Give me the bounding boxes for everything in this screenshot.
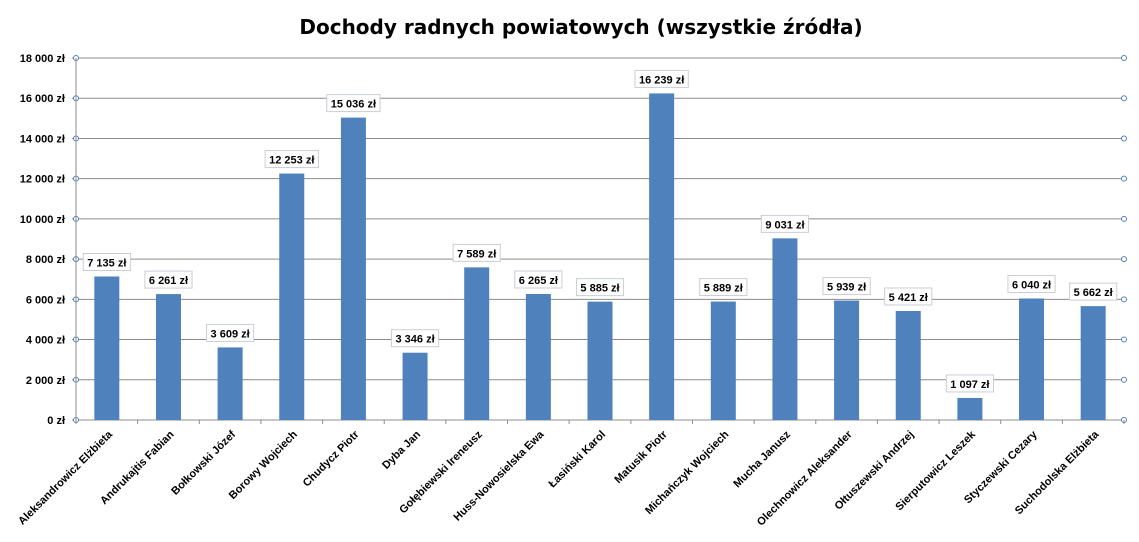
data-label: 7 589 zł (457, 248, 496, 260)
data-label-box (206, 323, 255, 342)
data-label-box (390, 329, 440, 348)
data-label: 15 036 zł (331, 99, 376, 111)
data-label-box (634, 69, 689, 88)
data-label-box (699, 278, 748, 297)
data-label: 9 031 zł (765, 219, 804, 231)
bar (217, 347, 243, 420)
data-label-box (884, 287, 933, 306)
bar (155, 294, 181, 420)
data-label: 3 346 zł (395, 334, 434, 346)
data-label: 16 239 zł (639, 74, 684, 86)
data-label: 5 939 zł (827, 282, 866, 294)
bar (1019, 298, 1045, 420)
data-label-box (82, 253, 131, 272)
bar (957, 397, 983, 420)
x-category-label: Borowy Wojciech (227, 428, 300, 501)
data-label-box (1069, 282, 1118, 301)
data-label-box (144, 270, 193, 289)
data-label: 6 040 zł (1012, 280, 1051, 292)
bar (834, 300, 860, 420)
y-tick-label: 16 000 zł (20, 93, 65, 105)
x-category-label: Mucha Janusz (731, 428, 793, 490)
gridline-right-marker (1121, 175, 1127, 182)
data-label-box (452, 243, 501, 262)
data-label: 1 097 zł (950, 379, 989, 391)
data-label: 12 253 zł (269, 155, 314, 167)
data-label: 5 662 zł (1074, 287, 1113, 299)
gridline-right-marker (1121, 55, 1127, 61)
data-label: 5 885 zł (580, 283, 619, 295)
data-label-box (326, 94, 381, 113)
x-category-label: Chudycz Piotr (301, 428, 362, 489)
data-label: 6 261 zł (149, 275, 188, 287)
bar (402, 352, 428, 420)
data-label: 3 609 zł (211, 328, 250, 340)
y-tick-label: 8 000 zł (26, 254, 65, 266)
bar (895, 310, 921, 420)
chart-title: Dochody radnych powiatowych (wszystkie ź… (299, 15, 862, 39)
gridline-right-marker (1121, 336, 1127, 343)
bar (1080, 306, 1106, 420)
y-tick-label: 2 000 zł (26, 375, 65, 387)
y-tick-label: 4 000 zł (26, 335, 65, 347)
bar (587, 301, 613, 420)
data-label: 5 421 zł (889, 292, 928, 304)
x-category-label: Bołkowski Józef (169, 428, 238, 497)
x-category-label: Dyba Jan (380, 428, 423, 471)
data-label-box (822, 277, 871, 296)
bar (279, 173, 305, 420)
data-label: 6 265 zł (519, 275, 558, 287)
y-tick-label: 14 000 zł (20, 133, 65, 145)
y-axis-ticks: 0 zł 2 000 zł 4 000 zł 6 000 zł 8 000 zł 10 0… (20, 53, 65, 427)
data-label-box (575, 278, 625, 297)
bar (464, 267, 490, 420)
bar (710, 301, 736, 420)
gridline-right-marker (1121, 376, 1127, 383)
data-labels: 7 135 zł 6 261 zł 3 609 zł 12 253 zł 15 036 … (82, 69, 1118, 393)
x-category-label: Aleksandrowicz Elżbieta (16, 428, 115, 527)
bar (772, 238, 798, 420)
data-label-box (760, 214, 810, 233)
data-label: 7 135 zł (87, 258, 126, 270)
gridline-right-marker (1121, 95, 1127, 102)
gridline-right-marker (1121, 296, 1127, 303)
data-label-box (1007, 275, 1056, 294)
data-label-box (945, 374, 994, 393)
data-label-box (514, 270, 563, 289)
y-tick-label: 0 zł (47, 415, 65, 427)
bar (525, 294, 551, 420)
y-tick-label: 6 000 zł (26, 294, 65, 306)
bars (94, 93, 1106, 421)
y-tick-label: 10 000 zł (20, 214, 65, 226)
gridline-right-marker (1121, 135, 1127, 142)
gridline-right-marker (1121, 256, 1127, 263)
bar (94, 276, 120, 420)
data-label-box (264, 150, 319, 169)
x-category-label: Matusik Piotr (612, 428, 670, 486)
y-tick-label: 12 000 zł (20, 174, 65, 186)
x-category-label: Łasiński Karol (546, 429, 608, 491)
bar (649, 93, 675, 421)
gridline-right-marker (1121, 215, 1127, 222)
data-label: 5 889 zł (704, 283, 743, 295)
bar (340, 117, 366, 420)
y-tick-label: 18 000 zł (20, 53, 65, 65)
